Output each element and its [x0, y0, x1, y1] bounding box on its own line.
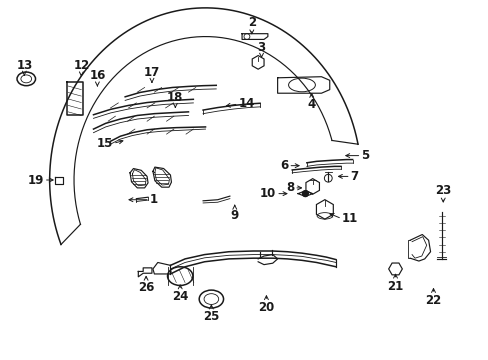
Text: 11: 11 — [341, 212, 357, 225]
Text: 21: 21 — [386, 280, 403, 293]
Text: 22: 22 — [425, 294, 441, 307]
Text: 13: 13 — [16, 59, 32, 72]
Text: 1: 1 — [149, 193, 157, 206]
Text: 8: 8 — [285, 181, 294, 194]
Text: 9: 9 — [230, 209, 239, 222]
Text: 26: 26 — [138, 281, 154, 294]
Text: 15: 15 — [97, 137, 113, 150]
Text: 4: 4 — [307, 98, 315, 111]
Circle shape — [302, 191, 307, 197]
Text: 5: 5 — [361, 149, 369, 162]
Text: 7: 7 — [350, 170, 358, 183]
Text: 25: 25 — [203, 310, 219, 323]
Text: 6: 6 — [280, 159, 288, 172]
Text: 23: 23 — [434, 184, 450, 197]
Text: 3: 3 — [257, 41, 265, 54]
Text: 12: 12 — [73, 59, 89, 72]
Text: 14: 14 — [238, 98, 255, 111]
Text: 24: 24 — [172, 291, 188, 303]
Text: 19: 19 — [27, 174, 44, 186]
Text: 17: 17 — [143, 66, 160, 79]
Text: 10: 10 — [260, 187, 276, 200]
Text: 16: 16 — [89, 69, 105, 82]
Text: 18: 18 — [167, 91, 183, 104]
Text: 20: 20 — [258, 301, 274, 314]
Text: 2: 2 — [247, 16, 255, 29]
